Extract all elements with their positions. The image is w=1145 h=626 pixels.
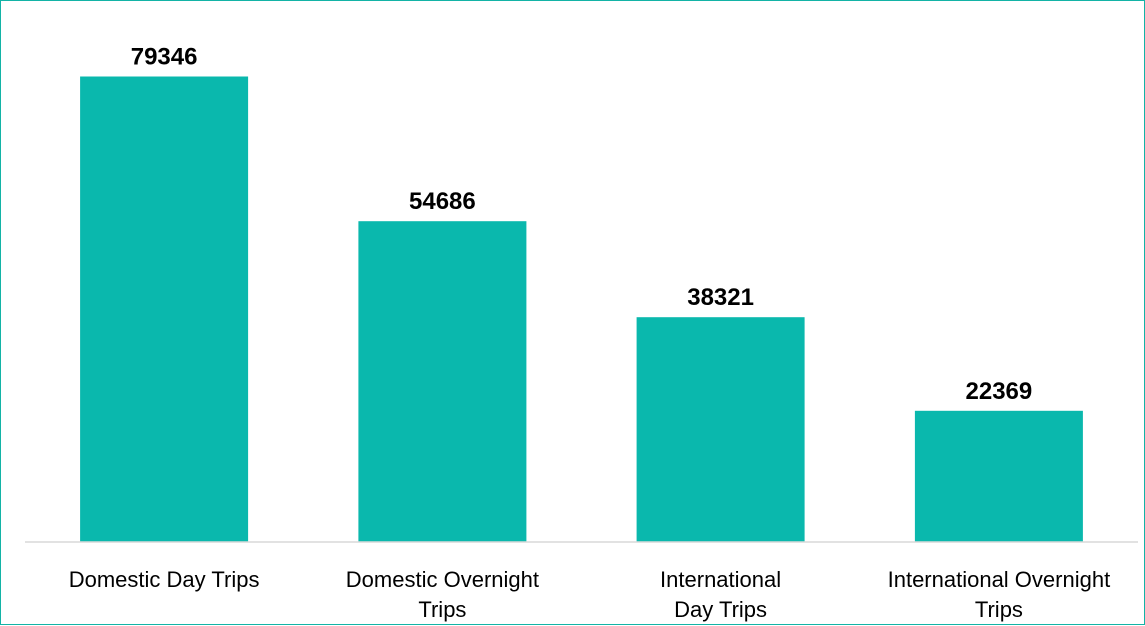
- bar-1: [80, 76, 249, 542]
- bar-4: [914, 410, 1083, 542]
- category-label-4: International Overnight Trips: [888, 567, 1111, 622]
- category-label-1: Domestic Day Trips: [69, 567, 260, 592]
- value-label-4: 22369: [966, 378, 1033, 405]
- category-label-line: Domestic Day Trips: [69, 567, 260, 592]
- category-label-line: Trips: [418, 597, 466, 622]
- bars-layer: [80, 76, 1083, 542]
- category-labels-layer: Domestic Day Trips Domestic Overnight Trip…: [69, 567, 1110, 622]
- category-label-line: Trips: [975, 597, 1023, 622]
- value-labels-layer: 79346 54686 38321 22369: [131, 44, 1033, 405]
- value-label-1: 79346: [131, 44, 198, 71]
- category-label-line: International: [660, 567, 781, 592]
- value-label-3: 38321: [687, 284, 754, 311]
- category-label-line: Domestic Overnight: [346, 567, 539, 592]
- category-label-3: International Day Trips: [660, 567, 781, 622]
- bar-2: [358, 221, 527, 542]
- category-label-line: Day Trips: [674, 597, 767, 622]
- value-label-2: 54686: [409, 188, 476, 215]
- category-label-2: Domestic Overnight Trips: [346, 567, 539, 622]
- category-label-line: International Overnight: [888, 567, 1111, 592]
- bar-3: [636, 317, 805, 542]
